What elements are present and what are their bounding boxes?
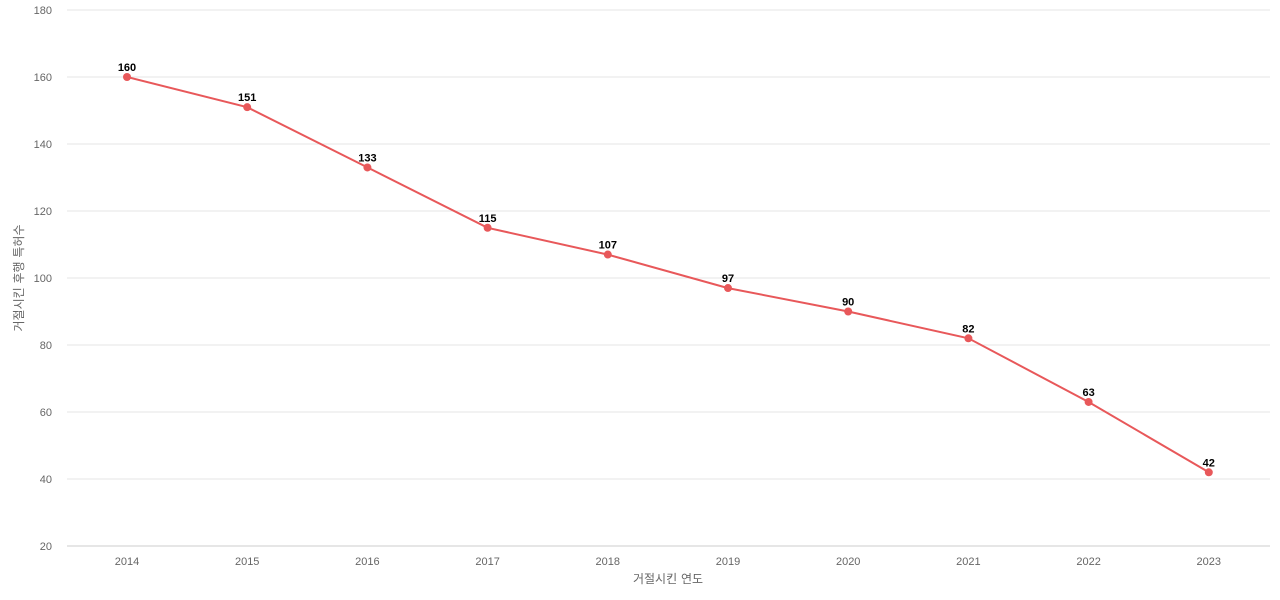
y-axis-ticks: 20 40 60 80 100 120 140 160 180 (34, 5, 52, 553)
x-tick-label: 2020 (836, 556, 860, 568)
data-label: 42 (1203, 457, 1215, 469)
y-tick-label: 100 (34, 273, 52, 285)
data-point[interactable] (483, 223, 492, 232)
data-label: 151 (238, 92, 256, 104)
x-tick-label: 2015 (235, 556, 259, 568)
series-line (126, 76, 1210, 474)
data-point[interactable] (603, 250, 612, 259)
y-tick-label: 60 (40, 407, 52, 419)
data-label: 63 (1082, 387, 1094, 399)
y-tick-label: 120 (34, 206, 52, 218)
data-point[interactable] (1204, 468, 1213, 477)
data-label: 82 (962, 323, 974, 335)
x-tick-label: 2014 (115, 556, 139, 568)
y-tick-label: 180 (34, 5, 52, 17)
x-tick-label: 2019 (716, 556, 740, 568)
x-tick-label: 2023 (1197, 556, 1221, 568)
x-tick-label: 2018 (596, 556, 620, 568)
data-labels: 160 151 133 115 107 97 90 82 63 42 (118, 62, 1215, 469)
y-tick-label: 80 (40, 340, 52, 352)
data-point[interactable] (724, 284, 732, 293)
x-axis-ticks: 2014 2015 2016 2017 2018 2019 2020 2021 2022 2023 (115, 556, 1221, 568)
data-label: 160 (118, 62, 136, 74)
y-tick-label: 40 (40, 474, 52, 486)
x-axis-title: 거절시킨 연도 (633, 572, 703, 586)
gridlines (67, 9, 1270, 547)
x-tick-label: 2021 (956, 556, 980, 568)
data-label: 133 (358, 152, 376, 164)
data-label: 115 (479, 213, 497, 225)
y-tick-label: 140 (34, 139, 52, 151)
data-point[interactable] (123, 73, 131, 81)
data-point[interactable] (363, 163, 372, 172)
data-point[interactable] (1084, 397, 1093, 406)
x-tick-label: 2022 (1076, 556, 1100, 568)
data-point[interactable] (243, 103, 252, 112)
x-tick-label: 2017 (475, 556, 499, 568)
y-tick-label: 20 (40, 541, 52, 553)
data-label: 90 (842, 297, 854, 309)
y-tick-label: 160 (34, 72, 52, 84)
data-points (123, 73, 1213, 477)
data-point[interactable] (964, 334, 973, 343)
data-label: 97 (722, 273, 734, 285)
x-tick-label: 2016 (355, 556, 379, 568)
y-axis-title: 거절시킨 후행 특허수 (11, 225, 26, 332)
data-point[interactable] (844, 307, 853, 316)
data-label: 107 (599, 240, 617, 252)
